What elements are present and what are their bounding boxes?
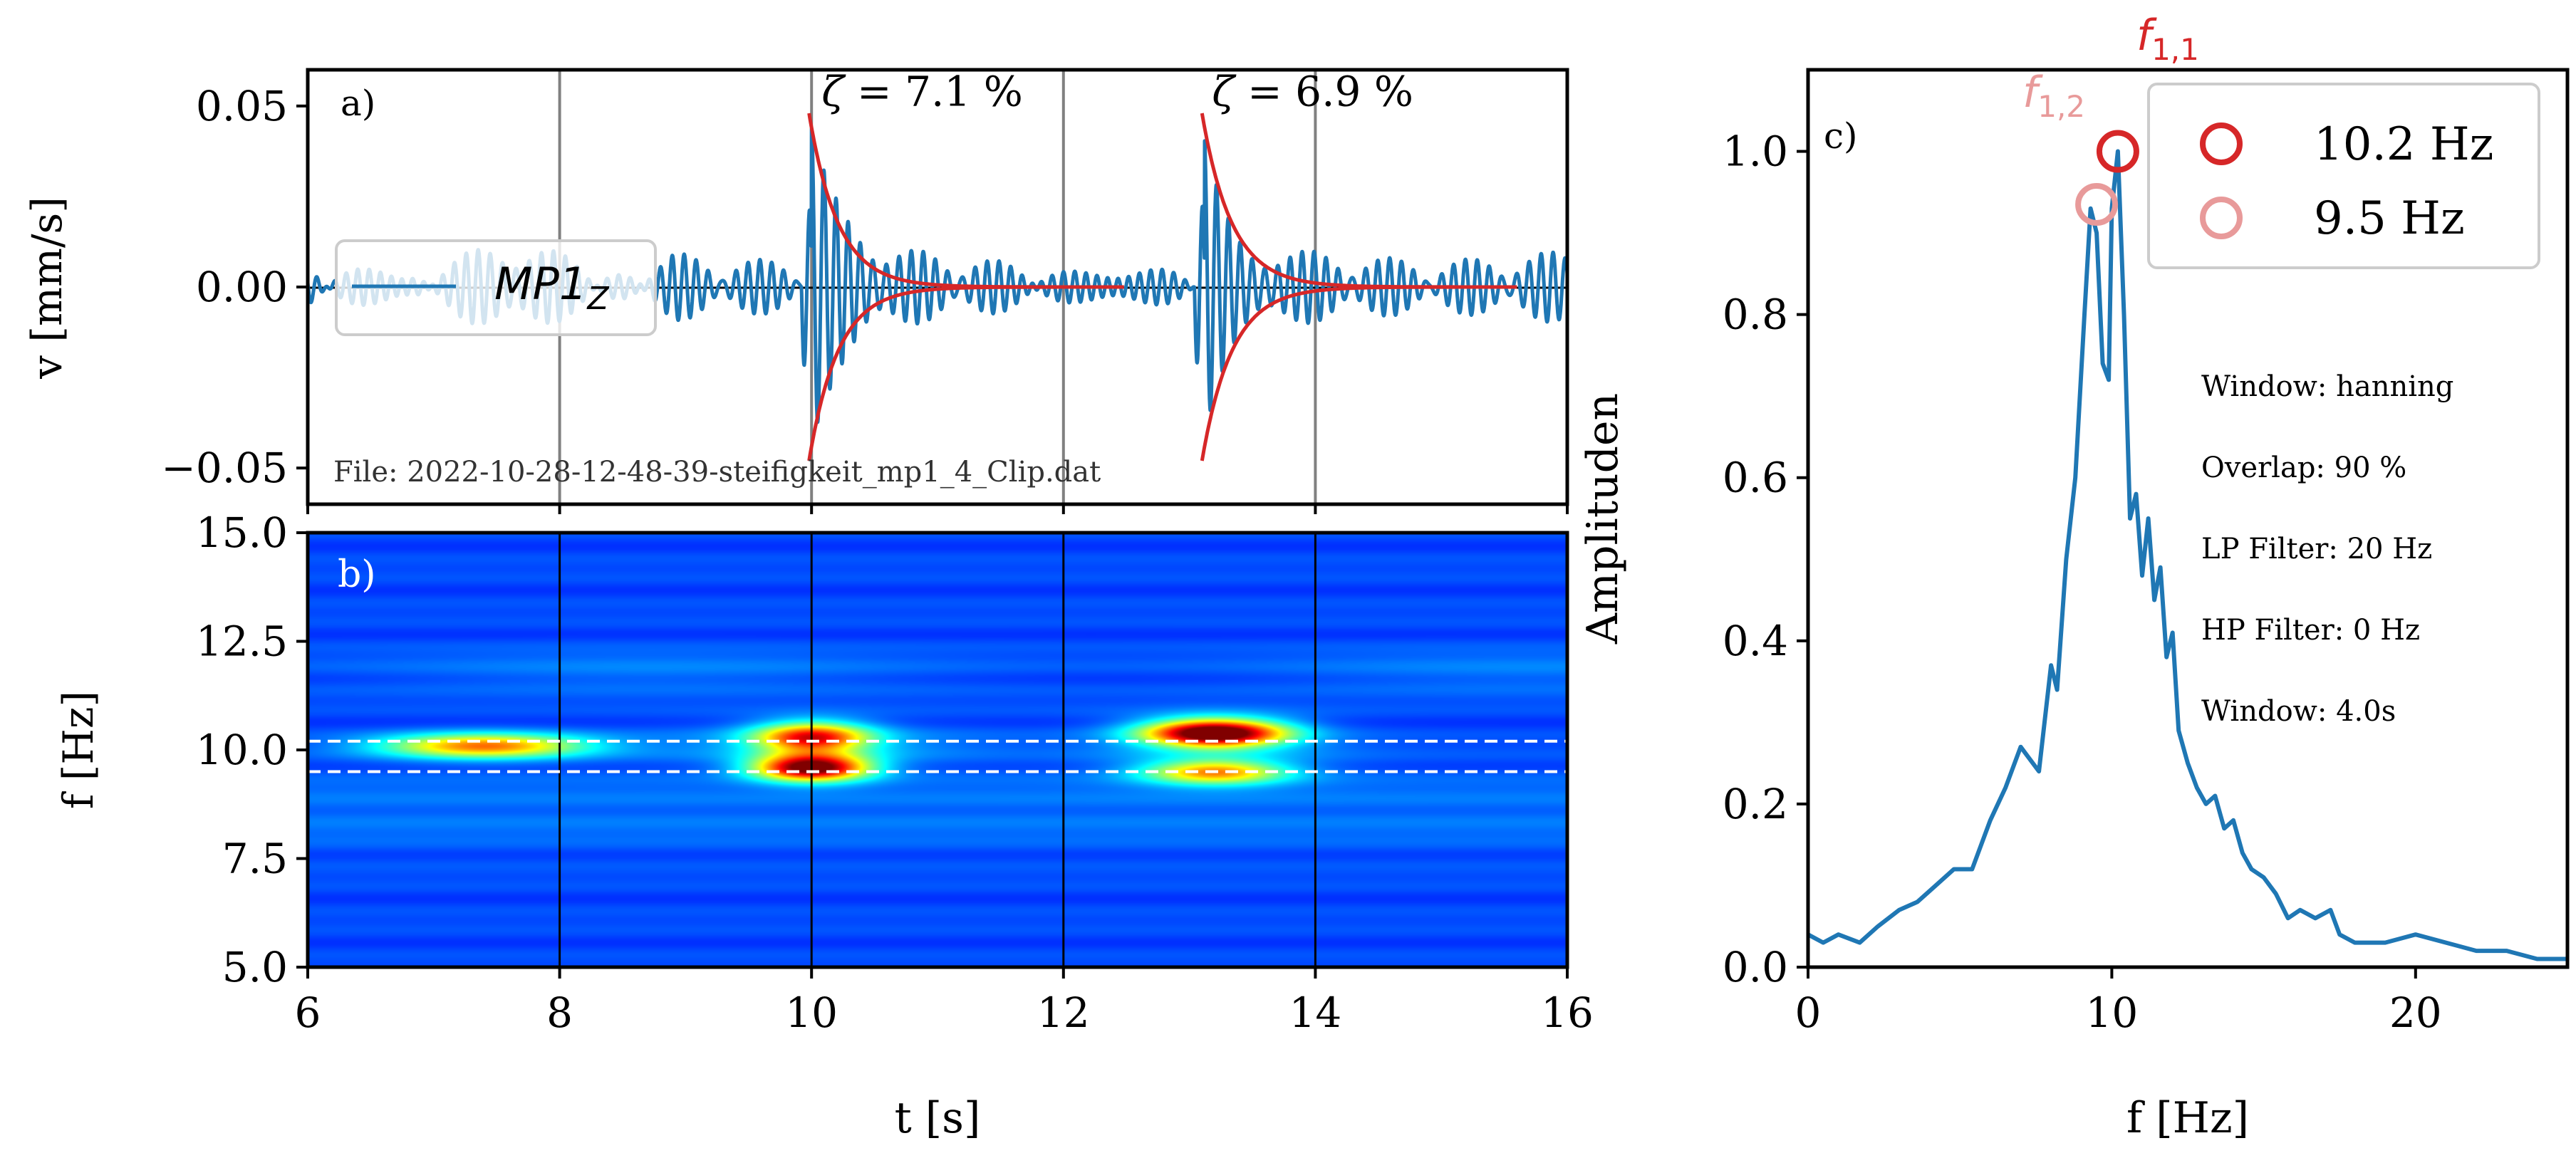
panel-b-ytick-label: 10.0 <box>196 726 288 774</box>
panel-b-ytick-label: 15.0 <box>196 508 288 557</box>
panel-c-ytick-label: 0.2 <box>1723 780 1788 828</box>
spectrogram-image <box>308 533 1567 967</box>
panel-c-legend-box <box>2147 83 2540 269</box>
legend-peak-marker <box>2200 122 2243 165</box>
panel-b-x-ticks: 6 8 10 12 14 16 <box>295 967 1594 1037</box>
panel-c-xtick-label: 20 <box>2389 989 2442 1037</box>
legend-peak-label: 10.2 Hz <box>2314 118 2493 171</box>
damping-annotations: ζ = 7.1 % ζ = 6.9 % <box>821 68 1413 116</box>
panel-b-y-ticks: 5.0 7.5 10.0 12.5 15.0 <box>196 508 308 991</box>
processing-info-line: HP Filter: 0 Hz <box>2201 614 2420 647</box>
panel-b-xtick-label: 10 <box>785 989 838 1037</box>
panel-b-ylabel: f [Hz] <box>54 691 103 809</box>
peak-circle-marker <box>2096 130 2139 173</box>
panel-a: MP1Z a) File: 2022-10-28-12-48-39-steifi… <box>23 68 1569 514</box>
lower-envelope <box>807 285 1124 461</box>
panel-a-ytick-label: −0.05 <box>161 444 288 492</box>
damping-ratio-annotation: ζ = 6.9 % <box>1212 68 1413 116</box>
damping-ratio-value: = 7.1 % <box>844 68 1023 116</box>
damping-ratio-value: = 6.9 % <box>1235 68 1413 116</box>
legend-label: MP1Z <box>494 258 609 317</box>
panel-b-xtick-label: 6 <box>295 989 321 1037</box>
panel-c-ylabel: Amplituden <box>1578 393 1628 645</box>
peak-label-subscript: 1,2 <box>2037 89 2085 124</box>
spectrum-line <box>1808 149 2567 961</box>
panel-a-y-ticks: −0.05 0.00 0.05 <box>161 82 1569 514</box>
panel-b-frequency-lines <box>308 739 1567 773</box>
panel-a-ytick-label: 0.05 <box>196 82 288 130</box>
panel-c-ytick-label: 0.8 <box>1723 291 1788 339</box>
panel-b-ytick-label: 5.0 <box>222 943 288 991</box>
panel-c-ytick-label: 0.4 <box>1723 617 1788 665</box>
panel-c-y-ticks: 0.0 0.2 0.4 0.6 0.8 1.0 <box>1723 127 1808 991</box>
panel-b: b) 5.07.510.012.515.0 6 8 10 12 14 16 f [Hz] … <box>54 508 1594 1143</box>
zeta-symbol: ζ <box>1212 68 1237 116</box>
panel-c-ytick-label: 1.0 <box>1723 127 1788 176</box>
legend-peak-marker <box>2200 197 2243 239</box>
panel-a-legend: MP1Z <box>335 239 657 336</box>
panel-c-xtick-label: 10 <box>2085 989 2138 1037</box>
panel-c-frame <box>1806 68 2570 969</box>
legend-peak-label: 9.5 Hz <box>2314 192 2465 245</box>
panel-b-xtick-label: 8 <box>546 989 573 1037</box>
panel-b-gridlines <box>559 533 1316 967</box>
peak-label-subscript: 1,1 <box>2151 32 2199 67</box>
peak-label: f1,1 <box>2136 11 2199 67</box>
damping-envelopes <box>807 113 1517 461</box>
panel-b-ytick-label: 12.5 <box>196 617 288 666</box>
panel-b-label: b) <box>338 553 376 596</box>
processing-info-line: Window: 4.0s <box>2201 695 2396 728</box>
panel-c-xlabel: f [Hz] <box>2126 1093 2249 1143</box>
panel-b-xtick-label: 12 <box>1037 989 1090 1037</box>
processing-info-line: LP Filter: 20 Hz <box>2201 533 2432 565</box>
damping-ratio-annotation: ζ = 7.1 % <box>821 68 1023 116</box>
panel-c-ytick-label: 0.0 <box>1723 943 1788 991</box>
panel-b-xlabel: t [s] <box>895 1093 981 1143</box>
processing-info-line: Window: hanning <box>2201 370 2453 403</box>
panel-c-xtick-label: 0 <box>1795 989 1822 1037</box>
legend-box <box>335 239 657 336</box>
panel-c-ytick-label: 0.6 <box>1723 454 1788 502</box>
processing-info: Window: hanning Overlap: 90 % LP Filter: 2… <box>2201 370 2453 728</box>
panel-c-legend: 10.2 Hz 9.5 Hz <box>2147 83 2540 269</box>
panel-b-xtick-label: 14 <box>1289 989 1341 1037</box>
panel-b-ytick-label: 7.5 <box>222 835 288 883</box>
panel-a-ytick-label: 0.00 <box>196 263 288 311</box>
panel-c-label: c) <box>1824 115 1858 157</box>
peak-circle-marker <box>2075 183 2119 226</box>
panel-a-label: a) <box>341 83 375 124</box>
zeta-symbol: ζ <box>821 68 846 116</box>
panel-a-ylabel: v [mm/s] <box>23 197 71 380</box>
file-label: File: 2022-10-28-12-48-39-steifigkeit_mp… <box>333 456 1101 489</box>
panel-b-xtick-label: 16 <box>1541 989 1594 1037</box>
panel-c-x-ticks: 0 10 20 <box>1795 967 2442 1037</box>
processing-info-line: Overlap: 90 % <box>2201 452 2406 484</box>
lower-envelope <box>1200 285 1517 461</box>
